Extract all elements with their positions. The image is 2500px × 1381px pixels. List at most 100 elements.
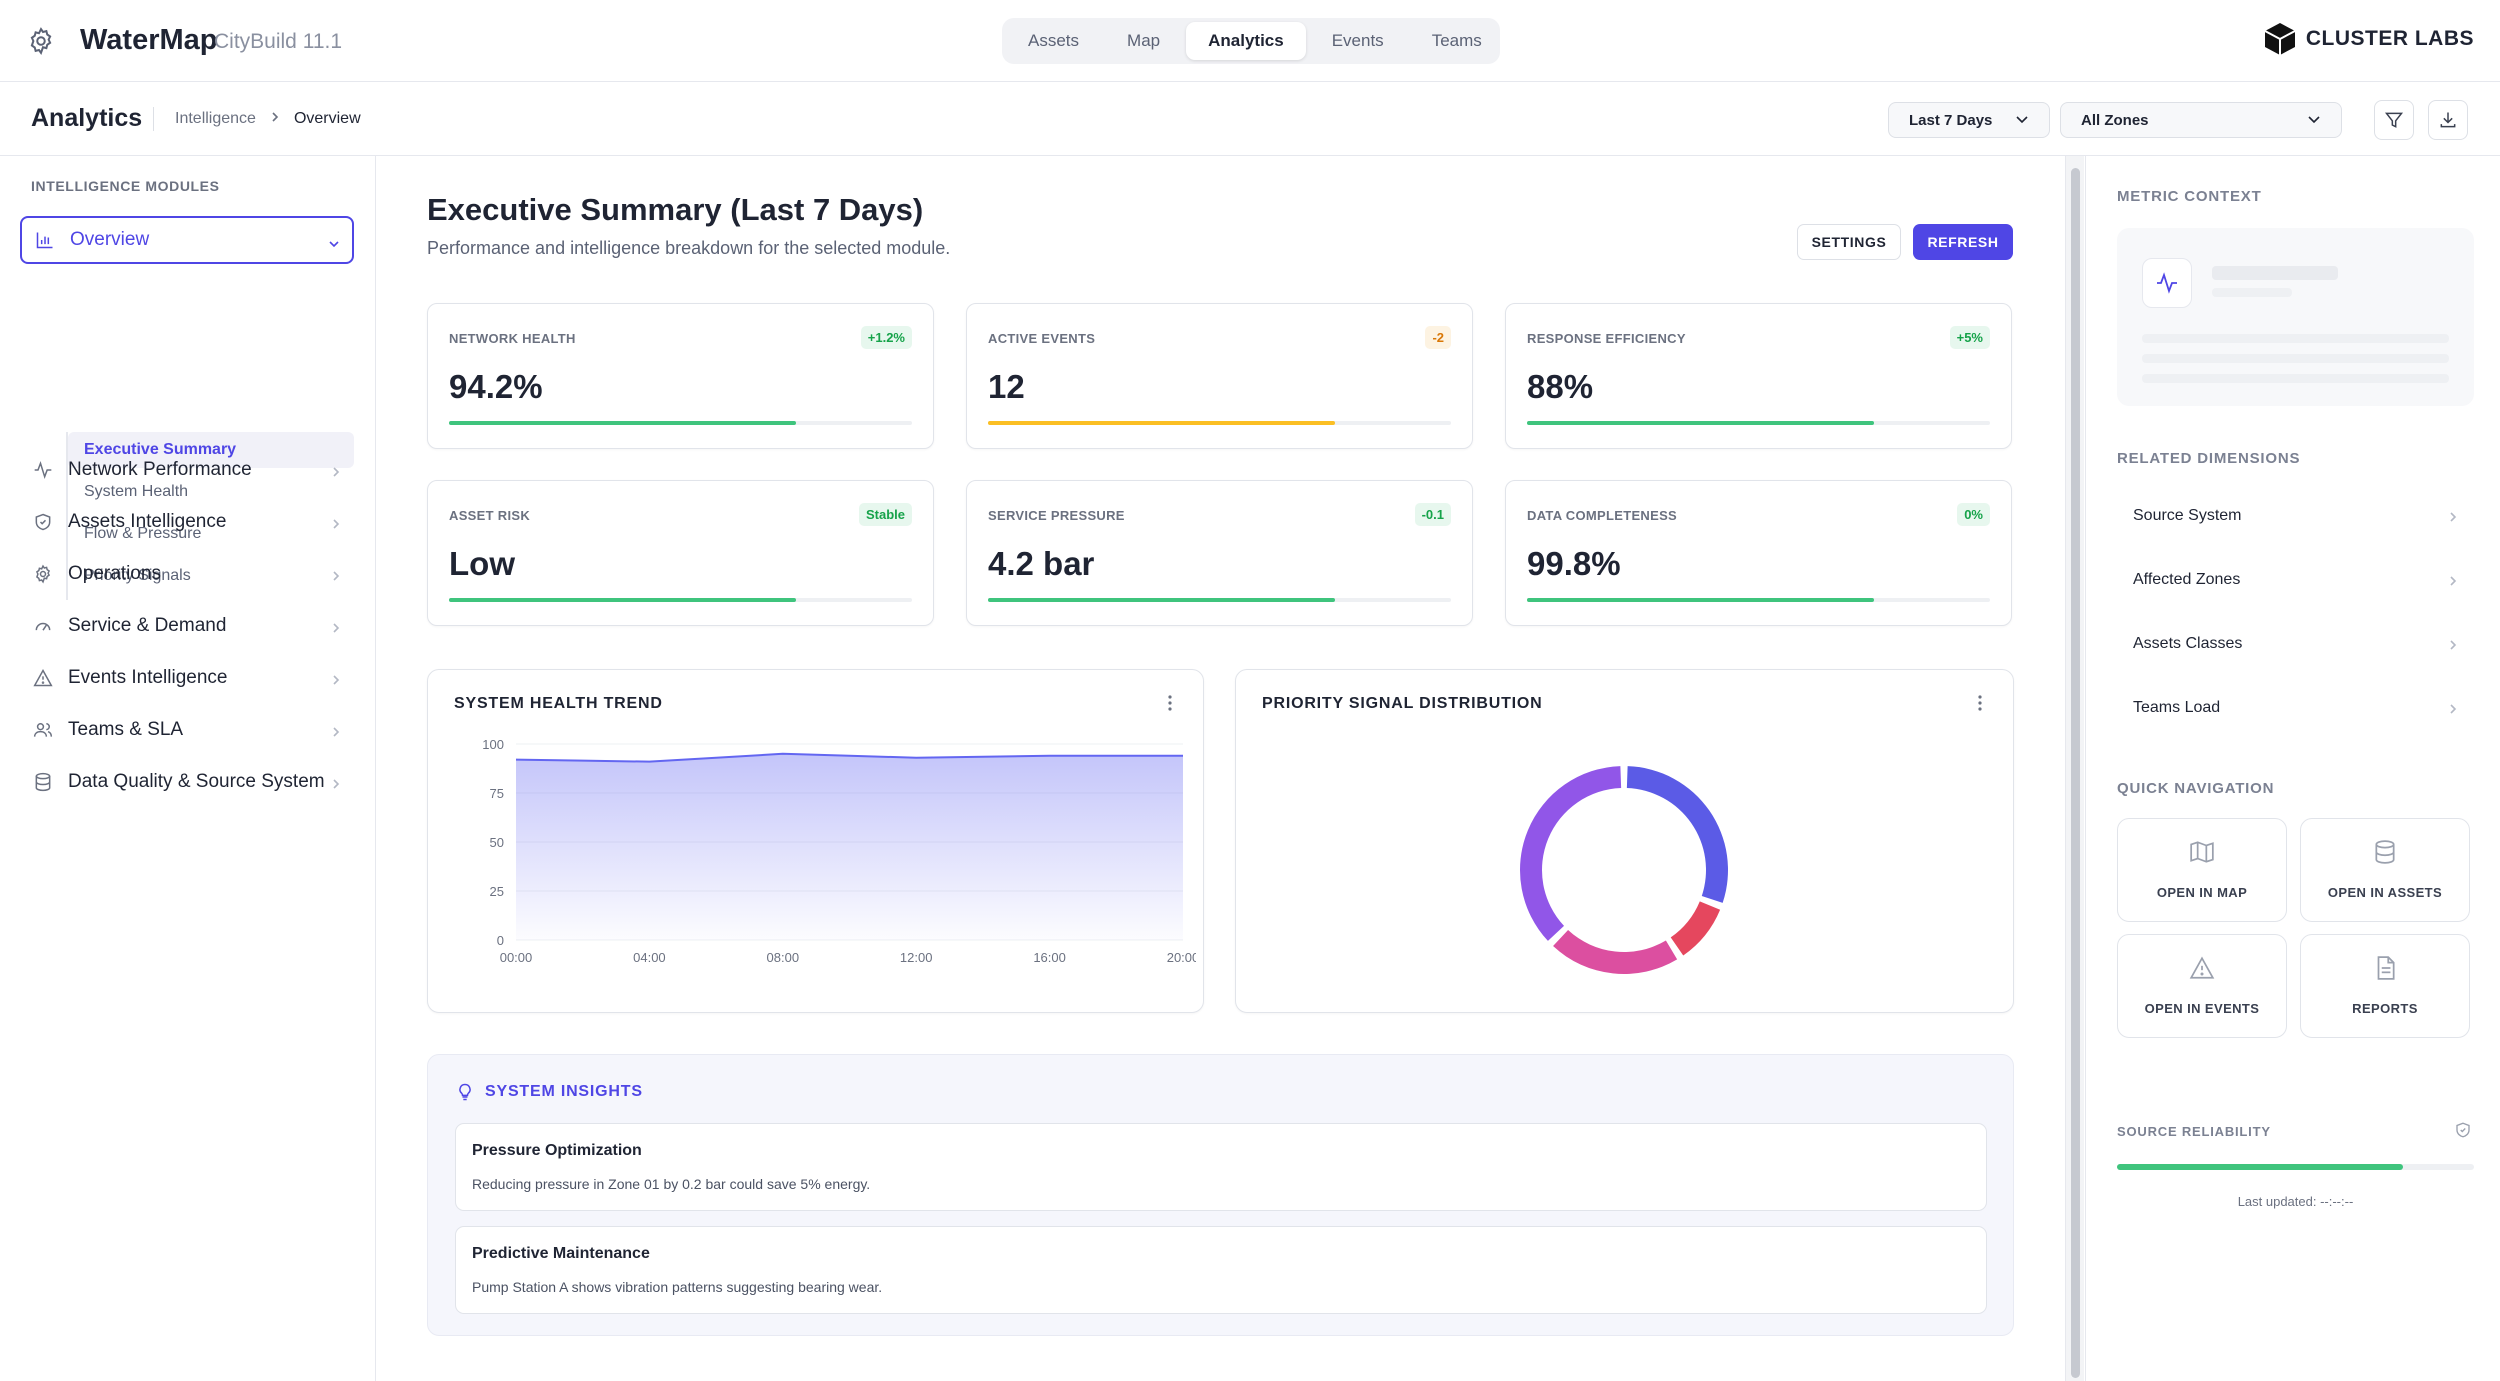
- source-reliability-bar: [2117, 1164, 2474, 1170]
- kpi-progress: [988, 598, 1451, 602]
- insight-card[interactable]: Predictive Maintenance Pump Station A sh…: [455, 1226, 1987, 1314]
- filter-icon: [2384, 112, 2404, 128]
- tab-analytics[interactable]: Analytics: [1186, 22, 1306, 60]
- y-tick-label: 75: [490, 786, 504, 801]
- tab-assets[interactable]: Assets: [1028, 31, 1080, 50]
- kpi-label: SERVICE PRESSURE: [988, 508, 1125, 523]
- zone-select[interactable]: All Zones: [2060, 102, 2342, 138]
- filter-button[interactable]: [2374, 100, 2414, 140]
- related-source-system[interactable]: Source System: [2117, 488, 2474, 544]
- quicknav-label: OPEN IN ASSETS: [2327, 885, 2443, 900]
- map-icon: [2118, 839, 2286, 865]
- gear-icon[interactable]: [26, 26, 56, 56]
- submenu-executive-summary[interactable]: Executive Summary: [68, 432, 354, 468]
- insight-card[interactable]: Pressure Optimization Reducing pressure …: [455, 1123, 1987, 1211]
- sidebar-item-teams-sla[interactable]: Teams & SLA: [20, 706, 354, 754]
- kpi-label: RESPONSE EFFICIENCY: [1527, 331, 1686, 346]
- submenu-priority-signals[interactable]: Priority Signals: [84, 567, 191, 584]
- donut-slice[interactable]: [1553, 929, 1678, 974]
- sidebar-item-service-demand[interactable]: Service & Demand: [20, 602, 354, 650]
- kpi-value: 94.2%: [449, 368, 543, 405]
- top-navigation: Assets Map Analytics Events Teams: [1002, 18, 1500, 64]
- related-assets-classes[interactable]: Assets Classes: [2117, 616, 2474, 672]
- related-item-label: Source System: [2133, 507, 2242, 524]
- related-item-label: Assets Classes: [2133, 635, 2243, 652]
- sidebar-item-label: Events Intelligence: [68, 667, 228, 688]
- kpi-badge: -0.1: [1414, 503, 1451, 526]
- kpi-progress-fill: [1527, 598, 1875, 602]
- skeleton-line: [2142, 354, 2449, 363]
- x-tick-label: 12:00: [900, 950, 933, 965]
- kpi-card-asset-risk: ASSET RISK Stable Low: [427, 480, 934, 626]
- priority-signal-donut-chart: [1520, 766, 1728, 974]
- database-icon: [32, 771, 54, 793]
- sidebar-item-label: Assets Intelligence: [68, 511, 227, 532]
- main-scrollbar[interactable]: [2065, 156, 2084, 1381]
- y-tick-label: 25: [490, 884, 504, 899]
- kpi-value: Low: [449, 545, 515, 582]
- sidebar-heading: INTELLIGENCE MODULES: [31, 178, 220, 194]
- brand-name: CLUSTER LABS: [2305, 27, 2474, 50]
- sub-header: Analytics Intelligence Overview Last 7 D…: [0, 82, 2500, 156]
- settings-button[interactable]: SETTINGS: [1797, 224, 1901, 260]
- x-tick-label: 00:00: [500, 950, 533, 965]
- reports-button[interactable]: REPORTS: [2300, 934, 2470, 1038]
- app-name: WaterMap: [80, 24, 218, 56]
- right-panel: METRIC CONTEXT RELATED DIMENSIONS Source…: [2085, 156, 2500, 1381]
- more-options-icon[interactable]: [1977, 694, 1983, 717]
- sidebar-item-operations[interactable]: Operations: [20, 550, 354, 598]
- open-in-map-button[interactable]: OPEN IN MAP: [2117, 818, 2287, 922]
- download-button[interactable]: [2428, 100, 2468, 140]
- kpi-value: 88%: [1527, 368, 1594, 405]
- sidebar-item-network-performance[interactable]: Network Performance: [20, 446, 354, 494]
- donut-slice[interactable]: [1626, 766, 1728, 903]
- kpi-label: DATA COMPLETENESS: [1527, 508, 1678, 523]
- related-teams-load[interactable]: Teams Load: [2117, 680, 2474, 736]
- skeleton-line: [2142, 334, 2449, 343]
- breadcrumb-intelligence[interactable]: Intelligence: [175, 110, 256, 127]
- related-affected-zones[interactable]: Affected Zones: [2117, 552, 2474, 608]
- metric-context-card: [2117, 228, 2474, 406]
- sidebar-item-overview[interactable]: Overview: [20, 216, 354, 264]
- refresh-button[interactable]: REFRESH: [1913, 224, 2013, 260]
- card-title: SYSTEM HEALTH TREND: [454, 695, 663, 712]
- more-options-icon[interactable]: [1167, 694, 1173, 717]
- related-item-label: Affected Zones: [2133, 571, 2241, 588]
- open-in-assets-button[interactable]: OPEN IN ASSETS: [2300, 818, 2470, 922]
- activity-icon: [2142, 258, 2192, 308]
- scrollbar-thumb[interactable]: [2071, 168, 2080, 1378]
- y-tick-label: 0: [497, 933, 504, 948]
- open-in-events-button[interactable]: OPEN IN EVENTS: [2117, 934, 2287, 1038]
- sidebar-item-events-intelligence[interactable]: Events Intelligence: [20, 654, 354, 702]
- chevron-right-icon: [330, 774, 342, 796]
- kpi-progress-fill: [988, 598, 1336, 602]
- period-select[interactable]: Last 7 Days: [1888, 102, 2050, 138]
- kpi-badge: +1.2%: [860, 326, 912, 349]
- overview-submenu: Executive Summary System Health Flow & P…: [68, 432, 354, 600]
- users-icon: [32, 719, 54, 741]
- shield-check-icon: [2454, 1120, 2472, 1145]
- submenu-system-health[interactable]: System Health: [84, 483, 189, 500]
- submenu-rail: [66, 432, 68, 600]
- tab-teams[interactable]: Teams: [1431, 31, 1482, 50]
- lightbulb-icon: [455, 1081, 475, 1108]
- chevron-right-icon: [330, 670, 342, 692]
- breadcrumb-overview: Overview: [293, 110, 361, 127]
- activity-icon: [32, 459, 54, 481]
- bar-chart-icon: [34, 229, 56, 251]
- sidebar-item-label: Data Quality & Source System: [68, 771, 325, 792]
- download-icon: [2440, 112, 2456, 128]
- chevron-right-icon: [270, 110, 280, 128]
- kpi-badge: -2: [1425, 326, 1451, 349]
- insight-title: Pressure Optimization: [472, 1142, 642, 1159]
- kpi-badge: Stable: [858, 503, 912, 526]
- breadcrumb: Intelligence Overview: [175, 110, 361, 128]
- sidebar-item-data-quality[interactable]: Data Quality & Source System: [20, 758, 354, 806]
- donut-slice[interactable]: [1520, 766, 1622, 941]
- sidebar-item-assets-intelligence[interactable]: Assets Intelligence: [20, 498, 354, 546]
- tab-events[interactable]: Events: [1331, 31, 1384, 50]
- tab-map[interactable]: Map: [1127, 31, 1161, 50]
- system-health-trend-card: SYSTEM HEALTH TREND 0 25 50 75 100 00:00 04:00…: [427, 669, 1204, 1013]
- submenu-flow-pressure[interactable]: Flow & Pressure: [84, 525, 202, 542]
- donut-slice[interactable]: [1670, 901, 1721, 956]
